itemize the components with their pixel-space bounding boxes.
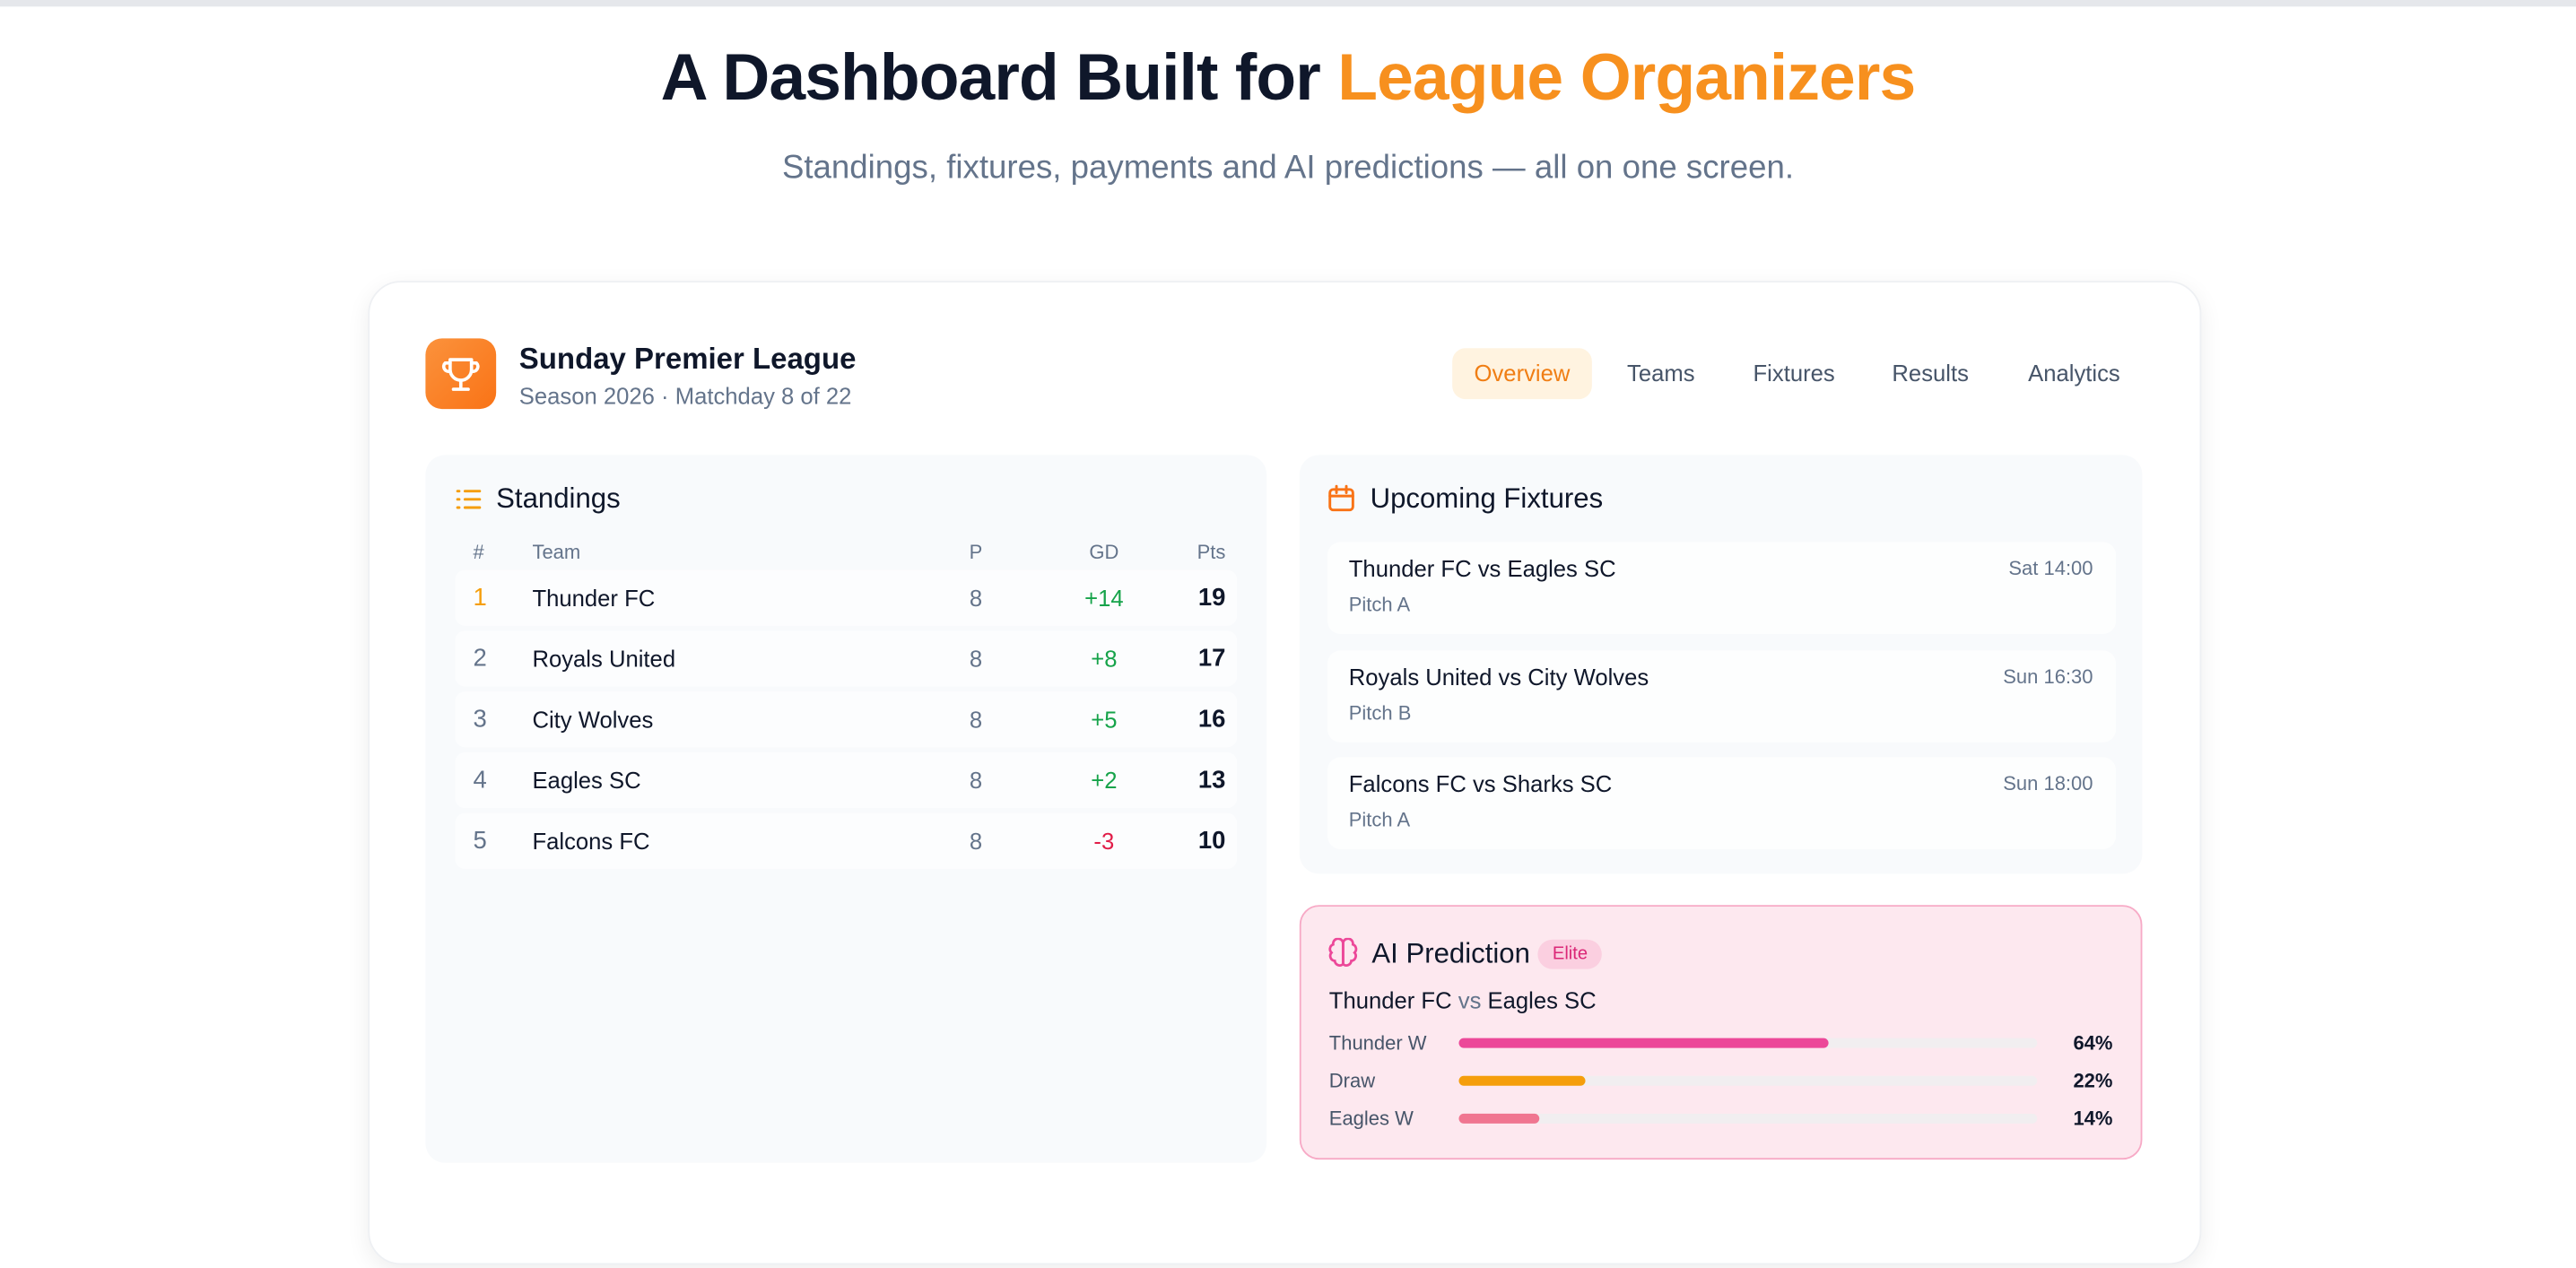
fixture-venue: Pitch B [1348, 700, 1412, 724]
points: 10 [1197, 827, 1226, 855]
top-bar [0, 0, 2576, 7]
league-logo [425, 338, 497, 410]
nav-tab[interactable]: Fixtures [1753, 360, 1835, 386]
away-team: Eagles SC [1487, 986, 1597, 1014]
fixture-match: Thunder FC vs Eagles SC [1348, 555, 1616, 582]
nav-tab[interactable]: Overview [1452, 348, 1592, 400]
played: 8 [969, 828, 983, 855]
home-team: Thunder FC [1328, 986, 1452, 1014]
outcome-label: Eagles W [1328, 1107, 1414, 1131]
brain-icon [1328, 937, 1358, 967]
column-header: Team [532, 540, 581, 564]
probability-label: 14% [2073, 1107, 2113, 1131]
prediction-match: Thunder FC vs Eagles SC [1329, 987, 1597, 1013]
prediction-title: AI Prediction [1371, 937, 1530, 969]
probability-bar [1458, 1075, 1587, 1086]
nav-tab[interactable]: Analytics [2028, 360, 2120, 386]
column-header: # [473, 540, 484, 564]
standings-row [455, 630, 1238, 687]
bar-track [1458, 1075, 2038, 1086]
goal-diff: -3 [1093, 828, 1115, 855]
probability-label: 22% [2073, 1069, 2113, 1093]
column-header: Pts [1197, 540, 1226, 564]
fixture-match: Falcons FC vs Sharks SC [1348, 770, 1613, 797]
nav-tab[interactable]: Results [1892, 360, 1969, 386]
title-highlight: League Organizers [1337, 41, 1916, 115]
outcome-label: Thunder W [1328, 1031, 1427, 1055]
standings-row [455, 812, 1238, 869]
fixture-time: Sun 18:00 [2003, 771, 2093, 795]
fixture-card [1327, 757, 2117, 849]
goal-diff: +14 [1084, 585, 1124, 612]
played: 8 [969, 645, 983, 673]
team: City Wolves [532, 706, 654, 733]
fixtures-title: Upcoming Fixtures [1370, 482, 1604, 515]
goal-diff: +2 [1091, 767, 1118, 794]
probability-bar [1458, 1113, 1540, 1124]
rank: 4 [473, 766, 487, 795]
played: 8 [969, 706, 983, 733]
outcome-label: Draw [1328, 1069, 1376, 1093]
fixture-venue: Pitch A [1348, 593, 1411, 616]
elite-badge: Elite [1537, 939, 1603, 969]
fixture-match: Royals United vs City Wolves [1348, 663, 1649, 690]
team: Thunder FC [532, 585, 656, 612]
rank: 3 [473, 705, 487, 734]
rank: 2 [473, 644, 487, 673]
title-text: A Dashboard Built for [660, 41, 1321, 115]
points: 19 [1197, 584, 1226, 612]
fixture-time: Sun 16:30 [2003, 664, 2093, 688]
rank: 1 [473, 584, 487, 612]
probability-bar [1458, 1038, 1830, 1048]
list-icon [456, 490, 482, 509]
standings-title: Standings [496, 482, 621, 515]
league-name: Sunday Premier League [518, 342, 857, 376]
fixture-card [1327, 649, 2117, 742]
rank: 5 [473, 827, 487, 855]
points: 16 [1197, 705, 1226, 734]
goal-diff: +8 [1091, 645, 1118, 673]
nav-tab[interactable]: Teams [1627, 360, 1695, 386]
played: 8 [969, 585, 983, 612]
standings-row [455, 569, 1238, 626]
standings-row [455, 691, 1238, 748]
calendar-icon [1328, 484, 1354, 512]
team: Royals United [532, 645, 676, 673]
fixture-card [1327, 542, 2117, 635]
bar-track [1458, 1113, 2038, 1124]
played: 8 [969, 767, 983, 794]
points: 17 [1197, 644, 1226, 673]
column-header: P [969, 540, 983, 564]
fixture-venue: Pitch A [1348, 808, 1411, 831]
team: Falcons FC [532, 828, 650, 855]
fixture-time: Sat 14:00 [2008, 556, 2093, 580]
team: Eagles SC [532, 767, 641, 794]
probability-label: 64% [2073, 1031, 2113, 1055]
vs-text: vs [1458, 986, 1482, 1014]
goal-diff: +5 [1091, 706, 1118, 733]
season-info: Season 2026 · Matchday 8 of 22 [518, 382, 852, 410]
points: 13 [1197, 766, 1226, 795]
standings-row [455, 751, 1238, 809]
hero-title: A Dashboard Built for League Organizers [0, 42, 2576, 116]
trophy-icon [441, 358, 480, 391]
column-header: GD [1089, 540, 1119, 564]
subtitle: Standings, fixtures, payments and AI pre… [781, 150, 1795, 187]
